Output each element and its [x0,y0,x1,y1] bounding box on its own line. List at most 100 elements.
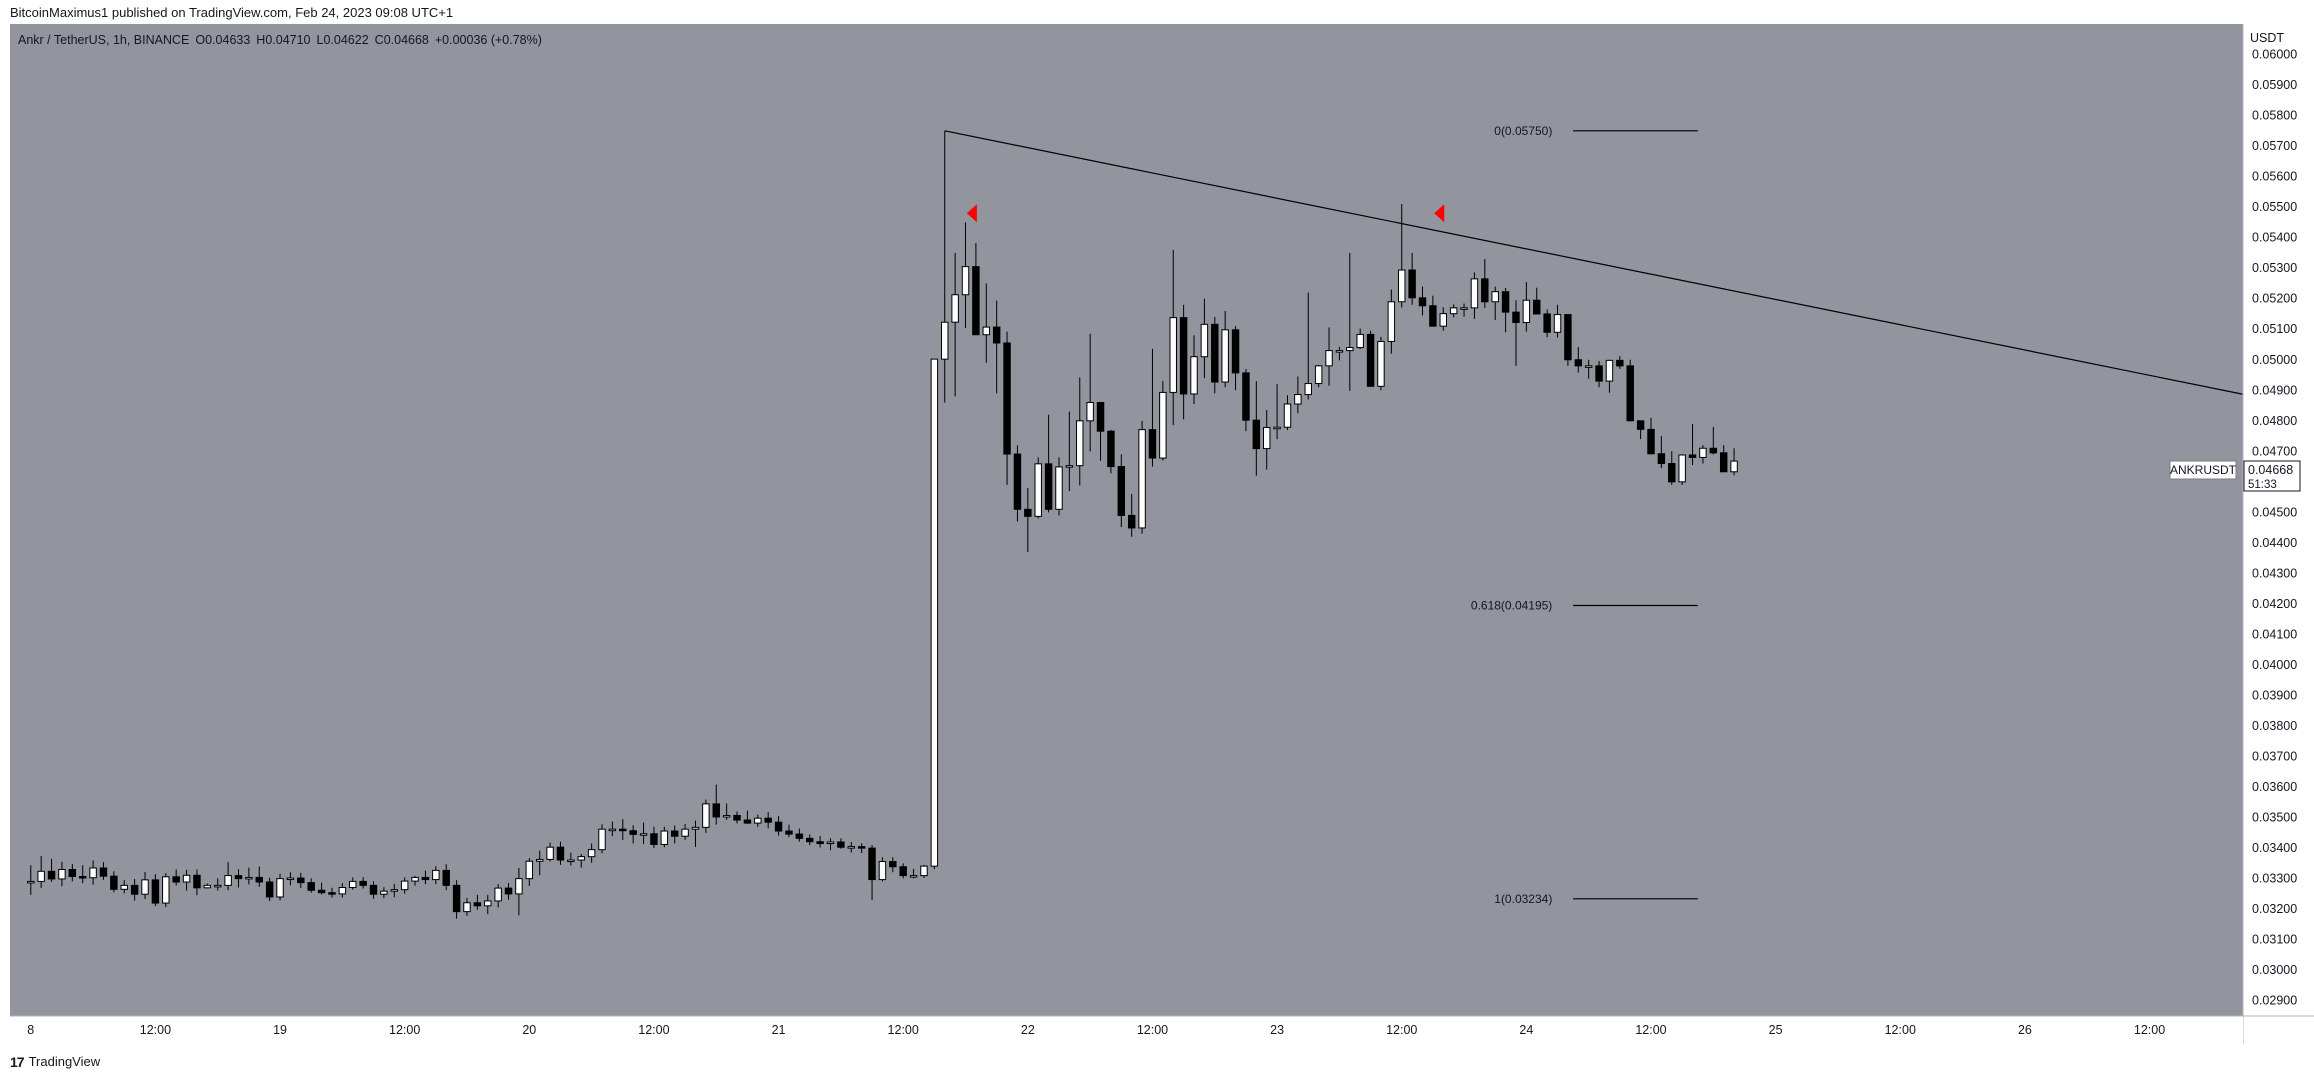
candle[interactable] [806,834,814,846]
candle[interactable] [837,838,845,849]
candle[interactable] [162,873,170,908]
candle[interactable] [868,845,876,901]
candle[interactable] [556,841,565,865]
candle[interactable] [1003,331,1011,485]
candle[interactable] [691,820,700,847]
candle[interactable] [504,882,513,900]
candle[interactable] [1096,401,1105,461]
candle[interactable] [712,784,720,825]
candle[interactable] [754,814,762,827]
candle[interactable] [1252,381,1261,476]
candle[interactable] [992,300,1001,394]
candle[interactable] [1013,445,1022,522]
candle[interactable] [1024,487,1032,553]
candle[interactable] [255,866,263,887]
candle[interactable] [743,810,752,824]
candle[interactable] [214,878,222,891]
candle[interactable] [58,861,66,887]
candle[interactable] [982,283,991,363]
candle[interactable] [774,816,783,836]
candle[interactable] [733,811,741,824]
candle[interactable] [1283,395,1292,430]
price-axis[interactable] [2243,24,2314,1044]
candle[interactable] [1719,445,1728,473]
candle[interactable] [1169,249,1177,426]
candle[interactable] [1616,356,1624,369]
candle[interactable] [546,842,554,862]
candle[interactable] [411,875,419,886]
candle[interactable] [1179,304,1188,420]
candle[interactable] [515,867,523,916]
candle[interactable] [1034,457,1042,519]
candle[interactable] [1626,359,1634,422]
candle[interactable] [78,865,87,884]
candle[interactable] [577,853,585,868]
candle[interactable] [878,857,887,882]
candle[interactable] [27,865,35,895]
candle[interactable] [1449,304,1458,318]
candle[interactable] [68,863,77,882]
descending-trendline[interactable] [944,130,2254,397]
candle[interactable] [224,862,232,891]
candle[interactable] [1647,417,1655,455]
candle[interactable] [702,799,710,833]
candle[interactable] [889,857,897,873]
candle[interactable] [795,828,804,842]
candle[interactable] [276,873,284,901]
candle[interactable] [1418,286,1427,316]
candle[interactable] [1709,426,1718,455]
candle[interactable] [1335,346,1344,361]
candle[interactable] [619,819,627,840]
candle[interactable] [1117,454,1126,528]
candle[interactable] [484,894,492,915]
candle[interactable] [1553,304,1562,338]
candle[interactable] [37,856,45,888]
candle[interactable] [1127,494,1136,537]
candle[interactable] [1470,272,1479,319]
time-axis[interactable] [10,1016,2243,1044]
candle[interactable] [245,867,253,885]
candle[interactable] [1065,411,1074,492]
candle[interactable] [826,838,835,851]
candle[interactable] [1159,381,1167,461]
candle[interactable] [587,843,596,863]
candle[interactable] [1636,420,1645,440]
candle[interactable] [857,843,866,854]
candle[interactable] [1294,376,1302,414]
candle[interactable] [1190,335,1198,405]
candle[interactable] [1138,420,1146,534]
candle[interactable] [1564,314,1572,366]
candle[interactable] [764,812,772,829]
candle[interactable] [1668,451,1676,485]
candle[interactable] [1460,303,1468,317]
candle[interactable] [1605,359,1614,393]
candle[interactable] [1221,310,1229,388]
candle[interactable] [89,860,97,885]
candle[interactable] [909,868,918,879]
candle[interactable] [1044,414,1053,513]
candle[interactable] [110,871,118,893]
candle[interactable] [660,826,669,848]
candle[interactable] [920,864,928,879]
candle[interactable] [1211,317,1219,394]
candle[interactable] [421,870,430,885]
candle[interactable] [1730,448,1738,476]
candle[interactable] [1304,292,1312,400]
candle[interactable] [172,869,180,886]
candle[interactable] [442,864,450,890]
candle[interactable] [598,824,606,854]
candle[interactable] [535,850,544,876]
candle[interactable] [1377,336,1385,391]
candle[interactable] [265,877,274,901]
candle[interactable] [359,877,367,889]
candle[interactable] [494,884,502,908]
candle[interactable] [1387,289,1396,354]
candle[interactable] [1688,423,1697,466]
tradingview-logo[interactable]: 17 TradingView [10,1054,100,1070]
candle[interactable] [961,222,970,329]
candle[interactable] [1356,328,1364,350]
candle[interactable] [328,887,336,898]
candle[interactable] [1325,327,1333,386]
candle[interactable] [452,880,461,919]
